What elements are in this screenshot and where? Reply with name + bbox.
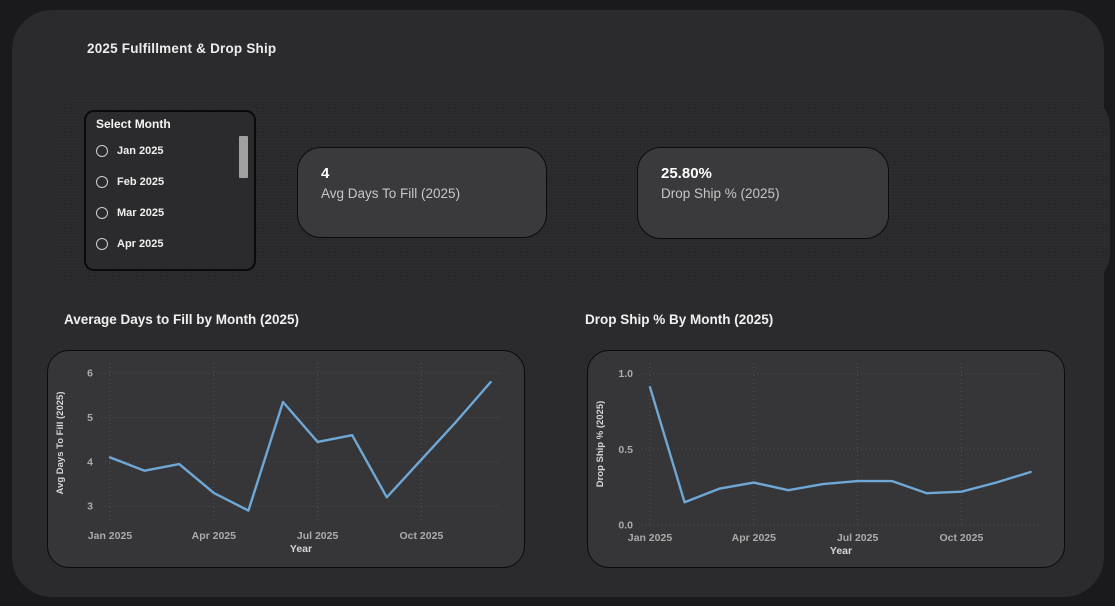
chart-title-avg-days: Average Days to Fill by Month (2025): [64, 312, 300, 327]
svg-text:Oct 2025: Oct 2025: [400, 530, 444, 542]
svg-text:Drop Ship % (2025): Drop Ship % (2025): [595, 401, 606, 488]
radio-icon[interactable]: [96, 176, 108, 188]
slicer-options-list: Jan 2025 Feb 2025 Mar 2025 Apr 2025: [86, 142, 254, 253]
kpi-label: Avg Days To Fill (2025): [321, 186, 461, 201]
line-chart-drop-ship: 0.0 0.5 1.0 Jan 2025 Apr 2025 Jul 2025 Oct 202…: [595, 363, 1041, 557]
kpi-card-drop-ship-pct: 25.80% Drop Ship % (2025): [637, 147, 889, 239]
kpi-value: 4: [321, 165, 330, 182]
svg-text:4: 4: [87, 456, 93, 468]
slicer-option-label: Feb 2025: [117, 176, 165, 188]
slicer-option-label: Mar 2025: [117, 207, 165, 219]
slicer-title: Select Month: [96, 117, 171, 131]
svg-text:Jul 2025: Jul 2025: [297, 530, 339, 542]
dashboard-container: 2025 Fulfillment & Drop Ship Select Mont…: [12, 10, 1110, 597]
svg-text:0.5: 0.5: [618, 444, 633, 456]
svg-text:6: 6: [87, 368, 93, 380]
slicer-option-mar-2025[interactable]: Mar 2025: [86, 204, 254, 222]
radio-icon[interactable]: [96, 145, 108, 157]
svg-text:Year: Year: [290, 543, 312, 555]
radio-icon[interactable]: [96, 238, 108, 250]
kpi-card-avg-days-to-fill: 4 Avg Days To Fill (2025): [297, 147, 547, 238]
svg-text:Jan 2025: Jan 2025: [628, 532, 673, 544]
chart-card-drop-ship: 0.0 0.5 1.0 Jan 2025 Apr 2025 Jul 2025 Oct 202…: [587, 350, 1065, 568]
svg-text:Apr 2025: Apr 2025: [732, 532, 777, 544]
svg-text:Apr 2025: Apr 2025: [192, 530, 237, 542]
slicer-scrollbar-thumb[interactable]: [239, 136, 248, 178]
kpi-value: 25.80%: [661, 165, 712, 182]
slicer-option-feb-2025[interactable]: Feb 2025: [86, 173, 254, 191]
slicer-option-label: Apr 2025: [117, 238, 164, 250]
svg-text:Jul 2025: Jul 2025: [837, 532, 879, 544]
kpi-label: Drop Ship % (2025): [661, 186, 780, 201]
svg-text:3: 3: [87, 501, 93, 513]
slicer-option-jan-2025[interactable]: Jan 2025: [86, 142, 254, 160]
month-slicer[interactable]: Select Month Jan 2025 Feb 2025 Mar 2025 …: [84, 110, 256, 271]
slicer-option-apr-2025[interactable]: Apr 2025: [86, 235, 254, 253]
chart-card-avg-days: 3 4 5 6 Jan 2025 Apr 2025 Jul 2025 Oct 2025 Year…: [47, 350, 525, 568]
svg-text:Oct 2025: Oct 2025: [940, 532, 984, 544]
slicer-option-label: Jan 2025: [117, 145, 164, 157]
svg-text:Year: Year: [830, 545, 852, 557]
svg-text:Avg Days To Fill (2025): Avg Days To Fill (2025): [55, 392, 66, 495]
page-title: 2025 Fulfillment & Drop Ship: [87, 41, 277, 56]
radio-icon[interactable]: [96, 207, 108, 219]
chart-title-drop-ship: Drop Ship % By Month (2025): [585, 312, 774, 327]
line-chart-avg-days: 3 4 5 6 Jan 2025 Apr 2025 Jul 2025 Oct 2025 Year…: [55, 363, 501, 555]
svg-text:5: 5: [87, 412, 93, 424]
svg-text:Jan 2025: Jan 2025: [88, 530, 133, 542]
svg-text:1.0: 1.0: [618, 368, 633, 380]
svg-text:0.0: 0.0: [618, 520, 633, 532]
